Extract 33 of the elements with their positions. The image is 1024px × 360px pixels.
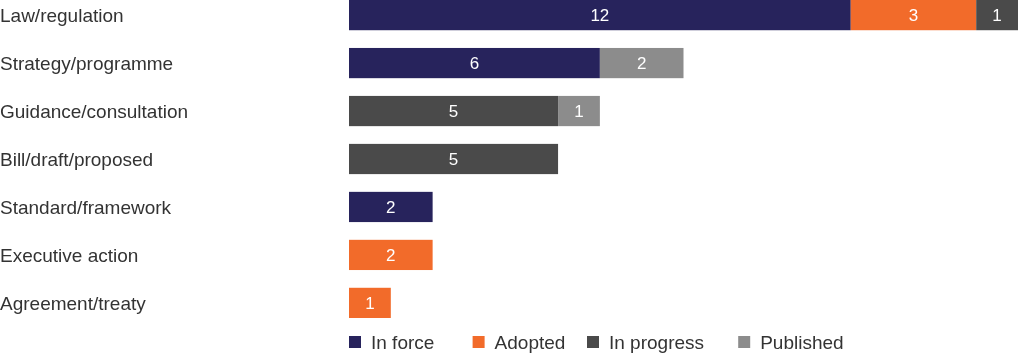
data-label: 1 xyxy=(365,293,375,313)
legend-label: Published xyxy=(760,331,844,353)
legend-label: In progress xyxy=(609,331,705,353)
bar xyxy=(976,0,1018,31)
data-label: 5 xyxy=(448,149,459,169)
bar xyxy=(558,95,600,127)
y-tick-label: Law/regulation xyxy=(0,4,124,26)
data-label: 6 xyxy=(469,54,480,74)
data-label: 5 xyxy=(448,101,459,121)
bar xyxy=(349,95,559,127)
data-label: 1 xyxy=(574,101,584,121)
legend-label: In force xyxy=(371,331,435,353)
data-label: 2 xyxy=(386,197,396,217)
y-tick-label: Standard/framework xyxy=(0,196,172,218)
legend-label: Adopted xyxy=(494,331,566,353)
y-tick-label: Agreement/treaty xyxy=(0,292,147,314)
data-label: 1 xyxy=(992,6,1002,26)
data-label: 2 xyxy=(636,54,647,74)
bar xyxy=(349,47,600,79)
y-tick-label: Bill/draft/proposed xyxy=(0,148,154,170)
data-label: 3 xyxy=(908,6,919,26)
bar xyxy=(850,0,977,31)
y-tick-label: Guidance/consultation xyxy=(0,100,189,122)
bar xyxy=(349,0,851,31)
data-label: 12 xyxy=(590,6,610,26)
bar xyxy=(349,239,433,271)
y-tick-label: Strategy/programme xyxy=(0,52,174,74)
bar xyxy=(599,47,684,79)
y-tick-label: Executive action xyxy=(0,244,139,266)
bar xyxy=(349,143,559,175)
bar xyxy=(349,191,433,223)
bar xyxy=(349,287,391,318)
data-label: 2 xyxy=(386,245,396,265)
